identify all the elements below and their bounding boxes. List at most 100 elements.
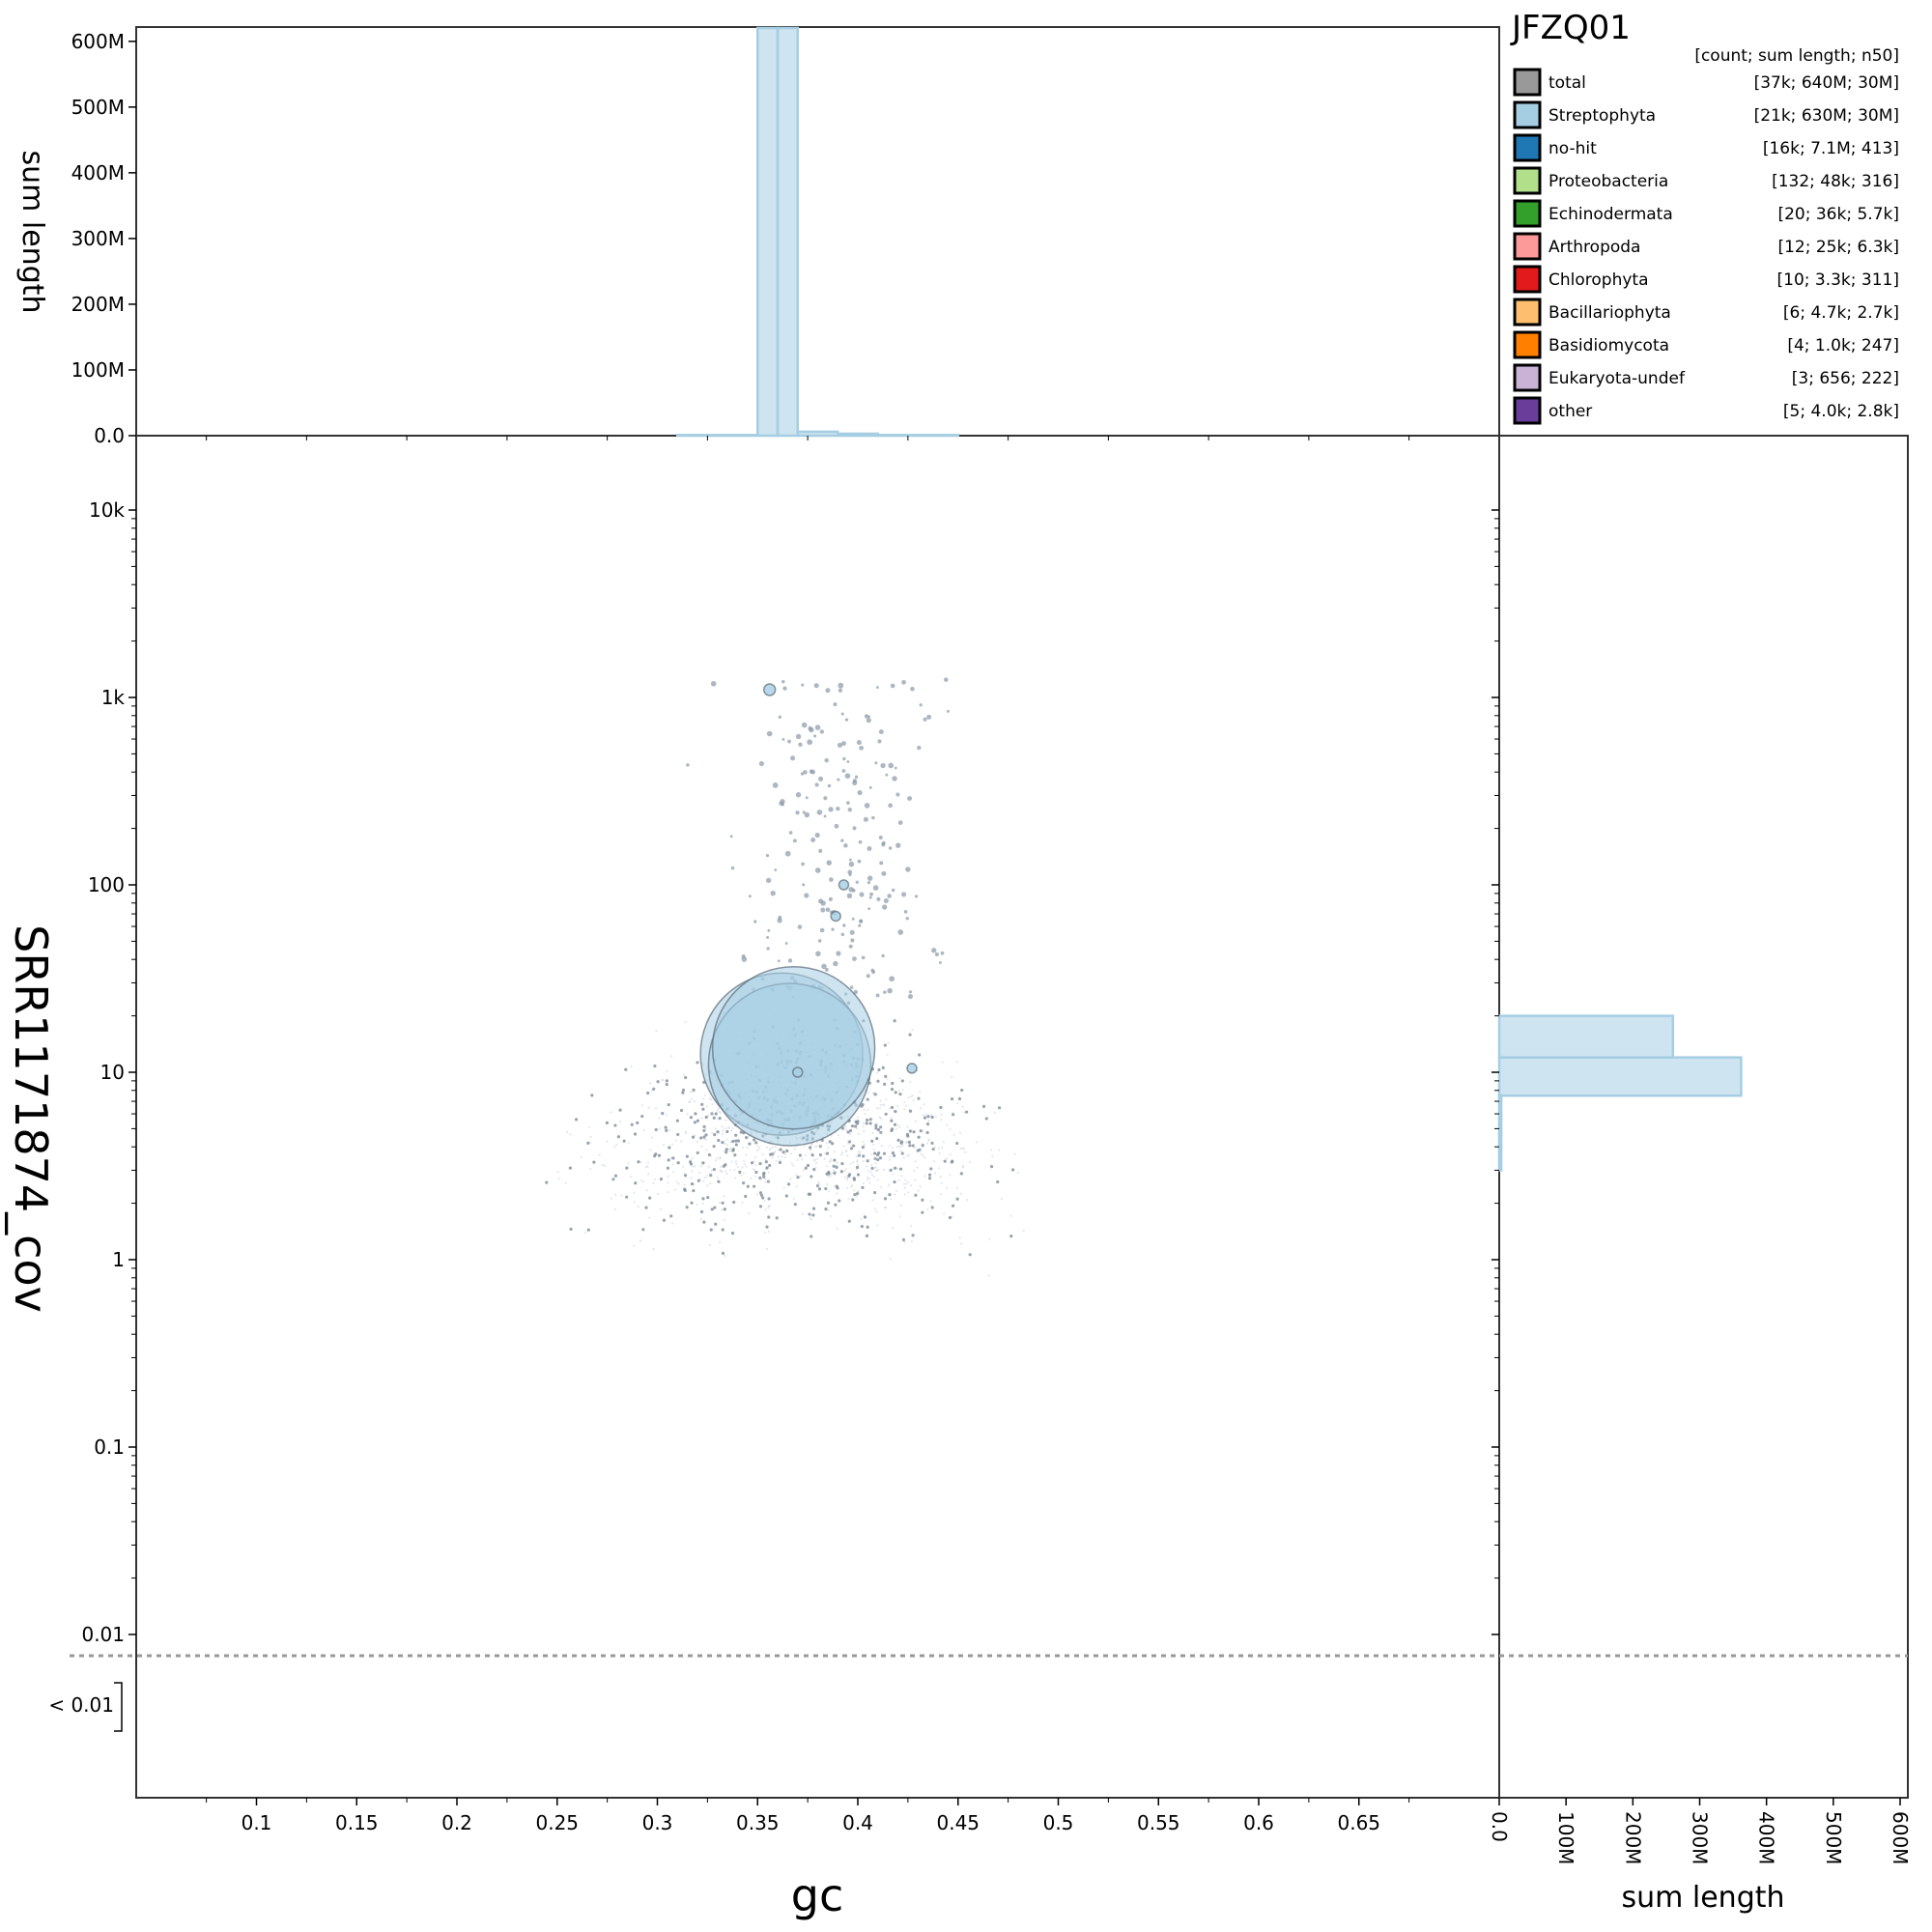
scatter-point	[945, 1186, 949, 1189]
scatter-point	[753, 1140, 756, 1143]
scatter-point	[854, 775, 859, 780]
scatter-point	[853, 1193, 857, 1197]
scatter-point	[911, 1094, 914, 1097]
scatter-point	[874, 1123, 878, 1127]
scatter-point	[891, 1081, 895, 1086]
legend-swatch	[1513, 265, 1542, 294]
scatter-point	[852, 1144, 856, 1148]
scatter-point	[736, 1166, 739, 1169]
scatter-point	[896, 1138, 900, 1142]
top-histogram-frame	[135, 26, 1500, 437]
scatter-point	[814, 867, 821, 873]
scatter-point	[701, 1197, 705, 1201]
legend-label: Arthropoda	[1548, 238, 1640, 257]
scatter-point	[613, 1123, 617, 1127]
scatter-point	[884, 1074, 888, 1078]
scatter-point	[731, 1148, 735, 1151]
scatter-point	[901, 679, 906, 685]
scatter-point	[873, 1157, 876, 1160]
scatter-point	[614, 1143, 618, 1147]
scatter-point	[766, 730, 773, 737]
legend-stats: [21k; 630M; 30M]	[1754, 106, 1899, 126]
y-tick-label: 100	[88, 873, 125, 896]
scatter-point	[919, 1107, 923, 1110]
scatter-point	[665, 1082, 668, 1087]
scatter-point	[661, 1111, 665, 1116]
scatter-point	[642, 1128, 646, 1132]
scatter-point	[735, 1162, 738, 1166]
scatter-point	[867, 1092, 870, 1094]
scatter-point	[818, 776, 824, 781]
scatter-point	[833, 1184, 836, 1188]
right-hist-bar	[1497, 1094, 1503, 1172]
scatter-point	[620, 1194, 623, 1197]
scatter-point	[781, 1151, 785, 1154]
scatter-point	[764, 1178, 767, 1181]
scatter-point	[666, 1069, 668, 1072]
scatter-point	[875, 1210, 878, 1213]
x-tick-label: 0.25	[535, 1811, 579, 1834]
scatter-point	[883, 990, 887, 994]
scatter-point	[625, 1166, 629, 1170]
scatter-point	[700, 1102, 704, 1106]
chart-title: JFZQ01	[1510, 9, 1631, 47]
scatter-point	[717, 1138, 721, 1143]
scatter-point	[909, 1183, 912, 1187]
scatter-point	[950, 1097, 954, 1101]
scatter-point	[777, 959, 781, 963]
scatter-point	[883, 1082, 887, 1086]
scatter-point	[646, 1161, 650, 1164]
scatter-point	[718, 1201, 722, 1205]
scatter-point	[897, 929, 904, 935]
scatter-point	[813, 734, 817, 738]
scatter-point	[861, 955, 866, 960]
scatter-point	[757, 1145, 760, 1148]
scatter-point	[914, 1160, 917, 1163]
right-hist-tick-label: 600M	[1889, 1811, 1912, 1864]
scatter-point	[589, 1168, 592, 1171]
scatter-point	[685, 1154, 689, 1158]
scatter-point	[724, 1127, 726, 1130]
scatter-point	[819, 729, 825, 734]
scatter-point	[940, 1119, 943, 1122]
scatter-point	[611, 1177, 614, 1179]
scatter-point	[713, 1206, 717, 1209]
scatter-point	[684, 1075, 688, 1080]
scatter-point	[891, 1147, 895, 1150]
scatter-point	[1010, 1168, 1015, 1172]
scatter-point	[721, 1208, 724, 1211]
scatter-point	[733, 1153, 737, 1157]
scatter-point	[939, 1105, 943, 1109]
scatter-point	[767, 1215, 771, 1219]
scatter-point	[810, 1153, 814, 1157]
y-axis-label: SRR1171874_cov	[5, 924, 57, 1313]
scatter-point	[840, 1126, 845, 1130]
scatter-point	[801, 683, 805, 687]
scatter-point	[921, 1210, 924, 1214]
scatter-point	[917, 1189, 920, 1192]
scatter-point	[771, 1156, 774, 1159]
scatter-point	[724, 1119, 727, 1122]
legend-stats: [20; 36k; 5.7k]	[1777, 205, 1899, 224]
scatter-point	[774, 868, 778, 871]
scatter-point	[712, 1145, 716, 1149]
scatter-point	[810, 838, 816, 842]
scatter-point	[968, 1253, 972, 1257]
scatter-point	[775, 1159, 778, 1163]
scatter-point	[868, 1181, 871, 1184]
legend-swatch	[1513, 298, 1542, 327]
scatter-point	[905, 1182, 908, 1185]
scatter-point	[912, 1130, 916, 1134]
right-histogram-frame	[1498, 435, 1909, 1799]
scatter-point	[814, 1166, 817, 1169]
scatter-point	[732, 1200, 736, 1205]
scatter-point	[863, 1130, 866, 1133]
scatter-point	[724, 1255, 726, 1258]
scatter-point	[876, 1157, 880, 1162]
scatter-point	[875, 1107, 879, 1110]
scatter-point	[639, 1239, 642, 1242]
scatter-point	[848, 861, 855, 867]
scatter-point	[895, 842, 901, 848]
x-axis-label: gc	[791, 1869, 844, 1921]
scatter-point	[827, 1208, 830, 1211]
